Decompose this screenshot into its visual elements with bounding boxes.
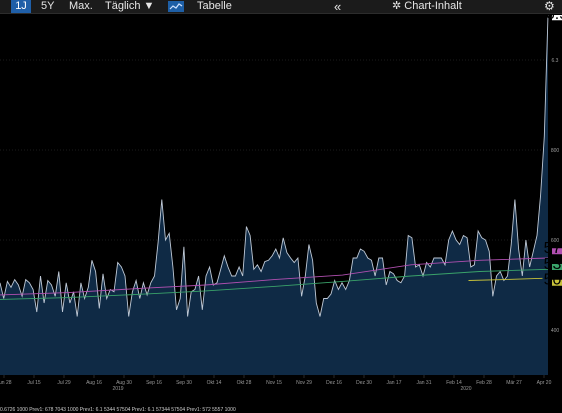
x-tick-label: Okt 28 [237,380,252,386]
value-tag-label: 500 [544,272,562,289]
y-tick-label: 6.3 [552,58,559,64]
x-tick-label: Okt 14 [207,380,222,386]
period-label: Täglich [105,0,141,12]
price-area [0,15,548,375]
value-tags: 6.5 570530500 [544,15,562,289]
value-tag [552,15,562,21]
x-tick-label: Jan 17 [386,380,401,386]
moving-average-slow [0,268,549,300]
y-tick-label: 600 [551,238,560,244]
x-tick-label: Dez 16 [326,380,342,386]
table-button[interactable]: Tabelle [197,0,232,12]
year-label: 2019 [112,386,123,392]
x-tick-label: Jul 15 [27,380,41,386]
x-tick-label: Nov 29 [296,380,312,386]
line-chart-icon[interactable] [168,1,184,12]
x-tick-label: Feb 28 [476,380,492,386]
value-tag-label: 530 [544,256,562,273]
x-tick-label: Jun 28 [0,380,12,386]
collapse-icon[interactable]: « [334,0,342,14]
x-tick-label: Feb 14 [446,380,462,386]
year-label: 2020 [460,386,471,392]
gear-icon[interactable]: ⚙ [544,0,555,13]
x-tick-label: Sep 16 [146,380,162,386]
x-tick-label: Dez 30 [356,380,372,386]
y-tick-label: 400 [551,328,560,334]
price-line [0,15,549,317]
x-tick-label: Sep 30 [176,380,192,386]
footer-status: 0.6726 1000 Prev1: 678 7043 1000 Prev1: … [0,407,236,413]
x-tick-label: Jul 29 [57,380,71,386]
chart-content-label: Chart-Inhalt [404,0,462,12]
x-axis: Jun 28 Jul 15 Jul 29 Aug 16 Aug 30 Sep 16 Sep … [0,375,552,392]
value-tag-label: 570 [544,240,562,257]
x-tick-label: Apr 20 [537,380,552,386]
x-tick-label: Aug 16 [86,380,102,386]
value-tag [552,264,562,270]
line-chart-glyph [169,3,183,10]
x-tick-label: Jan 31 [416,380,431,386]
chart-content-icon: ✲ [392,0,402,12]
x-tick-label: Nov 15 [266,380,282,386]
range-max-button[interactable]: Max. [69,0,93,12]
toolbar: 1J 5Y Max. Täglich ▼ Tabelle « ✲ Chart-I… [0,0,562,14]
value-tag [552,248,562,255]
x-tick-label: Aug 30 [116,380,132,386]
value-tag-label: 6.5 [546,15,562,23]
price-chart[interactable]: 6.5 6.3 800 600 400 Jun 28 Jul 15 Jul 29 Aug 16… [0,15,562,407]
range-1j-button[interactable]: 1J [11,0,31,13]
x-tick-label: Mär 27 [506,380,522,386]
chart-content-menu[interactable]: ✲ Chart-Inhalt [392,0,462,13]
y-tick-label: 800 [551,148,560,154]
moving-average-yellow [468,277,543,281]
range-5y-button[interactable]: 5Y [41,0,55,12]
value-tag [552,279,562,286]
period-dropdown[interactable]: Täglich ▼ [105,0,154,13]
chevron-down-icon: ▼ [143,0,155,12]
moving-average-fast [0,257,549,296]
